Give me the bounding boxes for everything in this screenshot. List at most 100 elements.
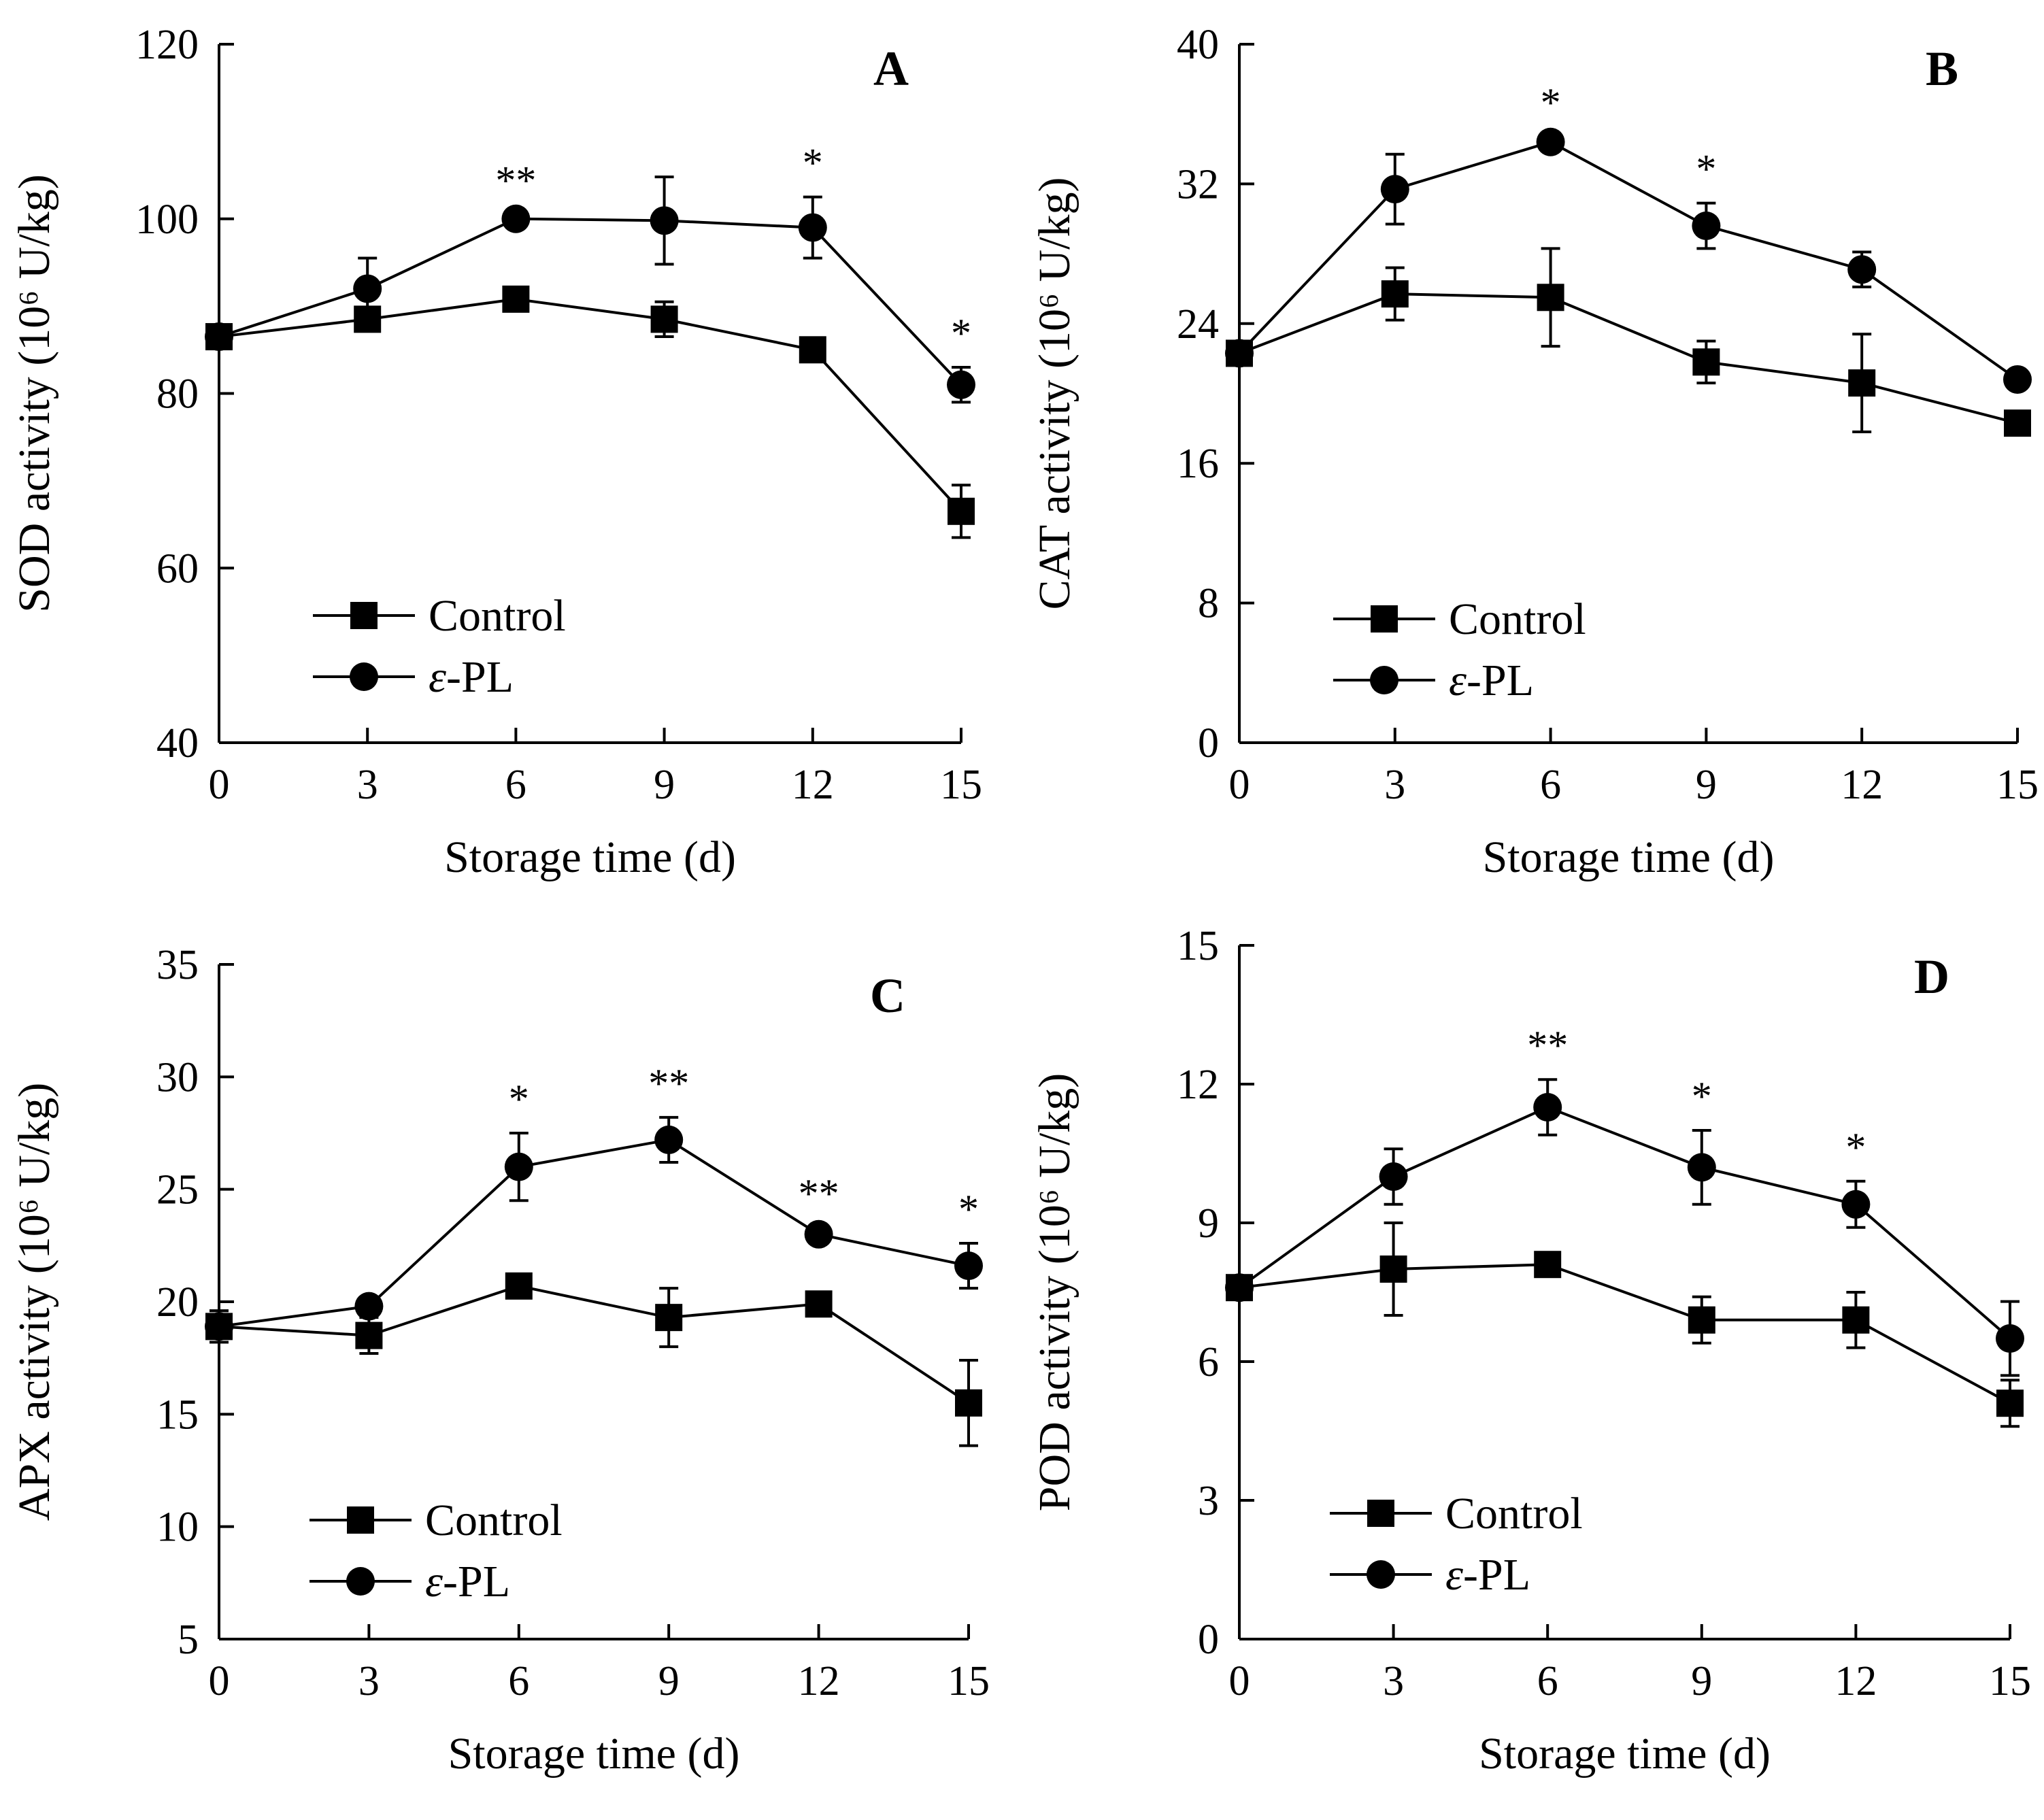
legend-marker-epl — [1367, 1560, 1395, 1589]
panel-letter-a: A — [873, 41, 909, 96]
data-point-epl — [650, 206, 679, 235]
legend-d: Control ε-PL — [1330, 1489, 1583, 1600]
y-tick-label-d: 12 — [1177, 1062, 1219, 1108]
panel-letter-c: C — [870, 968, 905, 1023]
data-point-epl — [947, 370, 975, 399]
series-line-control — [1239, 292, 2018, 425]
data-point-control — [948, 497, 975, 525]
panel-d: 0 3 6 9 12 15 0 3 6 9 12 15 Storage time (d) POD acti… — [1030, 923, 2031, 1779]
panel-letter-b: B — [1926, 41, 1958, 96]
legend-label-control: Control — [1445, 1489, 1583, 1538]
series-control-c — [205, 1272, 982, 1447]
data-point-epl — [1687, 1153, 1716, 1182]
x-tick-label-c: 6 — [508, 1658, 529, 1704]
data-point-epl — [1996, 1324, 2024, 1353]
significance-mark: ** — [648, 1061, 689, 1106]
legend-marker-control — [347, 1506, 374, 1534]
panel-b: 0 8 16 24 32 40 0 3 6 9 12 15 Storage time (d) CAT ac… — [1030, 22, 2039, 882]
y-axis-title-c: APX activity (10⁶ U/kg) — [10, 1083, 59, 1521]
significance-mark: * — [1692, 1074, 1712, 1119]
legend-label-epl: ε-PL — [1449, 656, 1534, 705]
series-line-epl — [1238, 1105, 2011, 1340]
legend-label-control: Control — [429, 591, 566, 641]
x-tick-label-a: 3 — [357, 762, 378, 808]
x-tick-label-b: 6 — [1540, 762, 1561, 808]
legend-label-epl: ε-PL — [425, 1557, 510, 1606]
data-point-epl — [354, 1292, 384, 1321]
y-tick-label-d: 6 — [1198, 1339, 1219, 1385]
y-tick-label-d: 15 — [1177, 923, 1219, 969]
legend-marker-control — [350, 602, 378, 629]
x-tick-label-d: 9 — [1691, 1658, 1712, 1704]
series-control-b — [1226, 247, 2031, 437]
data-point-epl — [504, 1152, 533, 1181]
x-tick-label-c: 15 — [948, 1658, 990, 1704]
series-line-control — [218, 297, 962, 513]
legend-c: Control ε-PL — [309, 1496, 563, 1606]
data-point-control — [505, 1272, 533, 1300]
data-point-control — [650, 305, 678, 333]
legend-marker-control — [1371, 605, 1398, 633]
y-tick-label-a: 40 — [156, 720, 199, 766]
series-line-epl — [218, 217, 962, 386]
data-point-control — [799, 336, 826, 364]
y-tick-label-d: 3 — [1198, 1478, 1219, 1524]
y-tick-label-b: 16 — [1177, 441, 1219, 487]
x-tick-label-a: 9 — [654, 762, 675, 808]
significance-mark: * — [509, 1077, 529, 1122]
x-tick-label-c: 9 — [658, 1658, 680, 1704]
x-axis-title-d: Storage time (d) — [1479, 1729, 1771, 1779]
series-line-epl — [1238, 140, 2019, 381]
significance-mark: * — [1541, 80, 1561, 125]
x-tick-label-d: 6 — [1537, 1658, 1558, 1704]
data-point-epl — [1841, 1190, 1871, 1219]
data-point-epl — [205, 1312, 233, 1341]
series-control-a — [205, 285, 975, 539]
significance-mark: ** — [1527, 1023, 1568, 1068]
data-point-epl — [798, 213, 827, 242]
y-tick-label-c: 5 — [178, 1617, 199, 1663]
x-tick-label-b: 0 — [1229, 762, 1250, 808]
x-tick-label-a: 6 — [505, 762, 526, 808]
data-point-epl — [654, 1125, 684, 1154]
x-tick-label-b: 3 — [1384, 762, 1405, 808]
data-point-epl — [1225, 339, 1254, 368]
data-point-control — [1842, 1306, 1870, 1334]
significance-mark: * — [951, 311, 971, 356]
x-tick-label-c: 0 — [209, 1658, 230, 1704]
series-line-epl — [218, 1138, 969, 1328]
x-axis-title-c: Storage time (d) — [448, 1729, 740, 1779]
x-tick-label-b: 12 — [1841, 762, 1883, 808]
data-point-control — [1381, 280, 1409, 308]
data-point-epl — [1379, 1162, 1408, 1191]
y-tick-label-a: 80 — [156, 371, 199, 418]
legend-b: Control ε-PL — [1333, 594, 1586, 705]
y-axis-title-d: POD activity (10⁶ U/kg) — [1030, 1073, 1079, 1511]
x-tick-label-b: 9 — [1696, 762, 1717, 808]
legend-a: Control ε-PL — [313, 591, 566, 702]
x-axis-title-b: Storage time (d) — [1483, 832, 1775, 882]
data-point-control — [1688, 1306, 1715, 1334]
legend-label-control: Control — [1449, 594, 1586, 644]
data-point-control — [355, 1321, 383, 1349]
x-axis-title-a: Storage time (d) — [444, 832, 736, 882]
legend-label-epl: ε-PL — [1445, 1550, 1530, 1600]
x-tick-label-b: 15 — [1996, 762, 2039, 808]
y-tick-label-d: 9 — [1198, 1200, 1219, 1247]
significance-mark: * — [1696, 147, 1716, 192]
x-tick-label-d: 12 — [1834, 1658, 1877, 1704]
data-point-control — [955, 1389, 982, 1417]
data-point-control — [1537, 284, 1564, 311]
y-tick-label-b: 24 — [1177, 301, 1219, 348]
data-point-epl — [804, 1219, 833, 1249]
y-tick-label-b: 32 — [1177, 161, 1219, 207]
series-line-control — [1239, 1263, 2011, 1404]
x-tick-label-d: 3 — [1383, 1658, 1404, 1704]
series-control-d — [1226, 1221, 2024, 1428]
significance-mark: * — [803, 141, 823, 186]
y-tick-label-d: 0 — [1198, 1617, 1219, 1663]
legend-label-epl: ε-PL — [429, 652, 514, 702]
series-epl-a — [205, 175, 975, 404]
data-point-epl — [954, 1251, 983, 1281]
